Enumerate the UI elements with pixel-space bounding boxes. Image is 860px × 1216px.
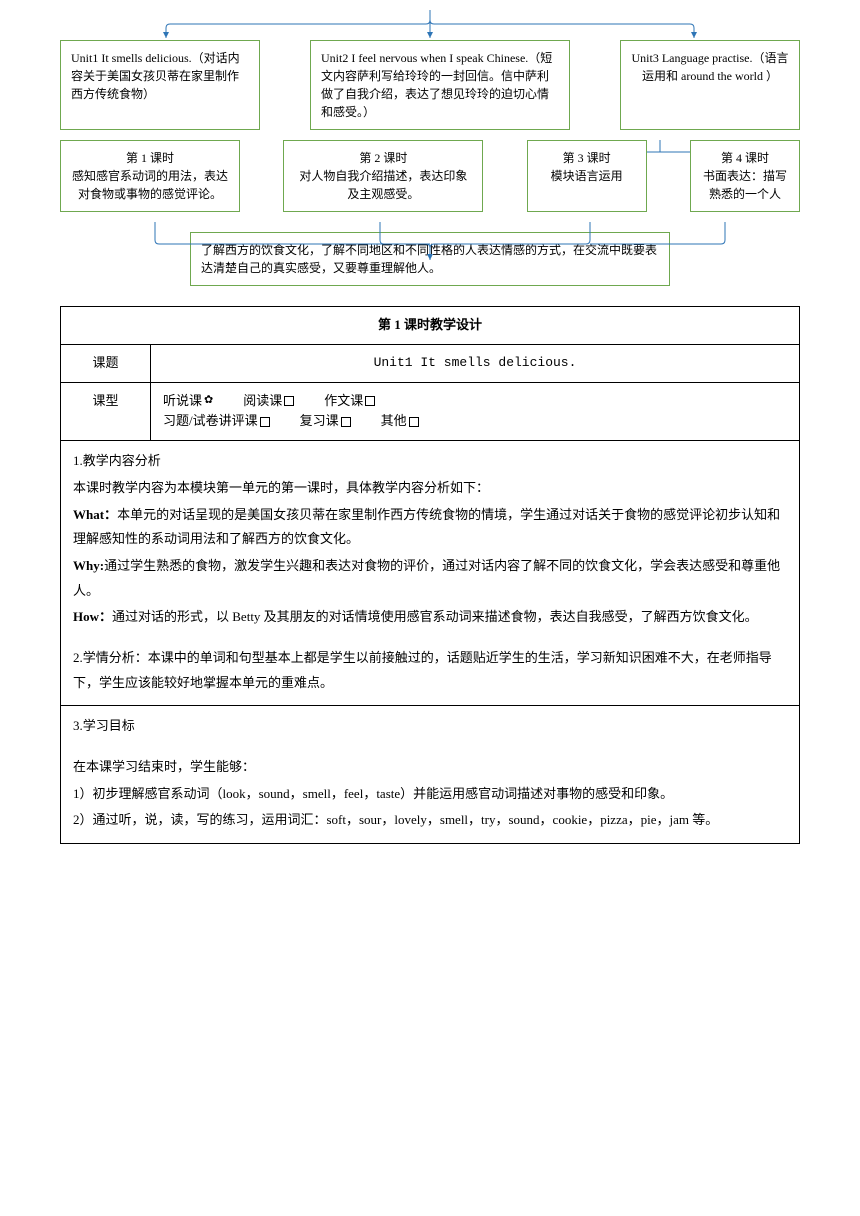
lesson4-box: 第 4 课时 书面表达：描写熟悉的一个人	[690, 140, 800, 212]
s1-line1: 本课时教学内容为本模块第一单元的第一课时，具体教学内容分析如下：	[73, 476, 787, 501]
flowchart-row-units: Unit1 It smells delicious.（对话内容关于美国女孩贝蒂在…	[60, 40, 800, 130]
section-goals: 3.学习目标 在本课学习结束时，学生能够： 1）初步理解感官系动词（look，s…	[61, 706, 800, 844]
checkbox-icon	[260, 417, 270, 427]
type-options: 听说课 ✿ 阅读课 作文课 习题/试卷讲评课 复习课 其他	[151, 382, 800, 441]
topic-value: Unit1 It smells delicious.	[151, 344, 800, 382]
s2: 2.学情分析：本课中的单词和句型基本上都是学生以前接触过的，话题贴近学生的生活，…	[73, 646, 787, 695]
type-exercise: 习题/试卷讲评课	[163, 411, 270, 432]
lesson1-box: 第 1 课时 感知感官系动词的用法，表达对食物或事物的感觉评论。	[60, 140, 240, 212]
s1-what: What：本单元的对话呈现的是美国女孩贝蒂在家里制作西方传统食物的情境，学生通过…	[73, 503, 787, 552]
lesson2-box: 第 2 课时 对人物自我介绍描述，表达印象及主观感受。	[283, 140, 483, 212]
type-reading: 阅读课	[243, 391, 294, 412]
s3-intro: 在本课学习结束时，学生能够：	[73, 755, 787, 780]
s1-why: Why:通过学生熟悉的食物，激发学生兴趣和表达对食物的评价，通过对话内容了解不同…	[73, 554, 787, 603]
lesson3-box: 第 3 课时 模块语言运用	[527, 140, 647, 212]
flowchart-diagram: Unit1 It smells delicious.（对话内容关于美国女孩贝蒂在…	[60, 40, 800, 286]
gear-icon: ✿	[204, 392, 213, 410]
checkbox-icon	[409, 417, 419, 427]
s3-item2: 2）通过听，说，读，写的练习，运用词汇：soft，sour，lovely，sme…	[73, 808, 787, 833]
s3-title: 3.学习目标	[73, 714, 787, 739]
unit3-box: Unit3 Language practise.（语言运用和 around th…	[620, 40, 800, 130]
s3-item1: 1）初步理解感官系动词（look，sound，smell，feel，taste）…	[73, 782, 787, 807]
type-review: 复习课	[300, 411, 351, 432]
checkbox-icon	[284, 396, 294, 406]
type-label: 课型	[61, 382, 151, 441]
s1-how: How：通过对话的形式，以 Betty 及其朋友的对话情境使用感官系动词来描述食…	[73, 605, 787, 630]
unit1-box: Unit1 It smells delicious.（对话内容关于美国女孩贝蒂在…	[60, 40, 260, 130]
section-content-analysis: 1.教学内容分析 本课时教学内容为本模块第一单元的第一课时，具体教学内容分析如下…	[61, 441, 800, 706]
type-listening: 听说课 ✿	[163, 391, 213, 412]
checkbox-icon	[341, 417, 351, 427]
checkbox-icon	[365, 396, 375, 406]
summary-box: 了解西方的饮食文化，了解不同地区和不同性格的人表达情感的方式，在交流中既要表达清…	[190, 232, 670, 286]
unit2-box: Unit2 I feel nervous when I speak Chines…	[310, 40, 570, 130]
lesson-design-table: 第 1 课时教学设计 课题 Unit1 It smells delicious.…	[60, 306, 800, 844]
flowchart-row-lessons: 第 1 课时 感知感官系动词的用法，表达对食物或事物的感觉评论。 第 2 课时 …	[60, 140, 800, 212]
table-header: 第 1 课时教学设计	[61, 307, 800, 345]
topic-label: 课题	[61, 344, 151, 382]
s1-title: 1.教学内容分析	[73, 449, 787, 474]
type-other: 其他	[381, 411, 419, 432]
type-writing: 作文课	[324, 391, 375, 412]
connector-top	[60, 10, 800, 40]
